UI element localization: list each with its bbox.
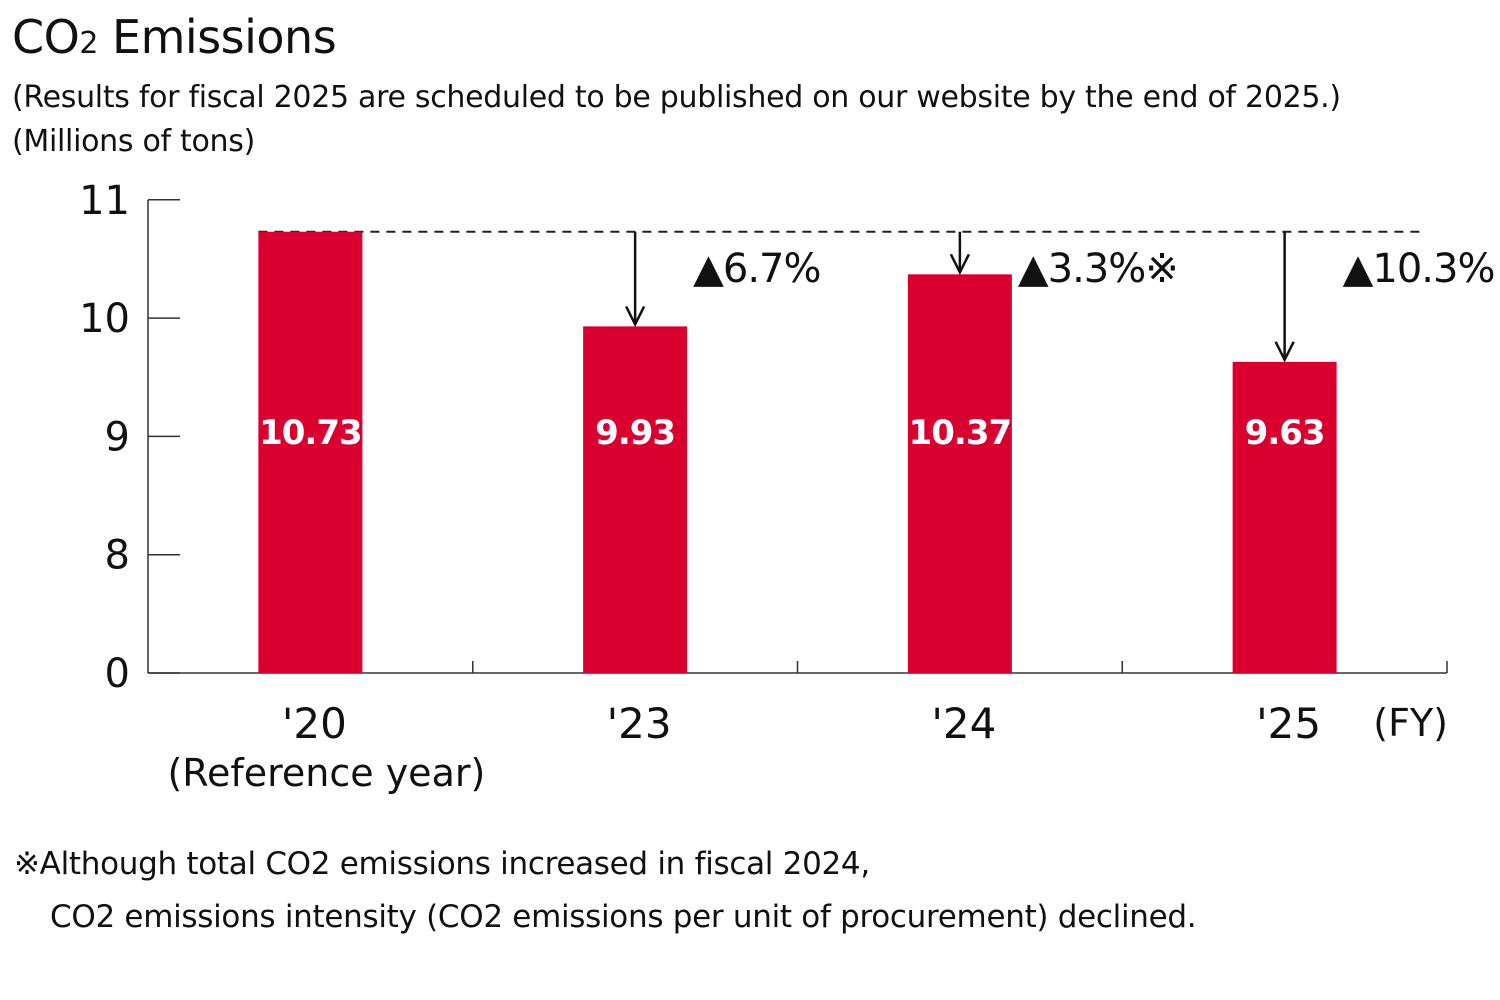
chart-subtitle: (Results for fiscal 2025 are scheduled t… <box>12 80 1341 115</box>
bar <box>907 274 1012 673</box>
footnote: ※Although total CO2 emissions increased … <box>14 838 1197 944</box>
bar <box>1232 361 1337 673</box>
y-tick-label: 9 <box>105 414 130 460</box>
bar <box>258 231 363 673</box>
bar-chart: 0 8 9 10 11 10.73 '20(Reference year) 9.93 '23 ▲6… <box>79 178 1495 795</box>
y-tick-label: 10 <box>79 296 130 342</box>
change-label: ▲10.3% <box>1343 246 1495 292</box>
bar-value-label: 10.73 <box>259 413 362 453</box>
decrease-arrow-head <box>1274 341 1295 363</box>
title-rest: Emissions <box>97 10 337 64</box>
chart-title: CO2 Emissions <box>12 10 337 64</box>
x-category-label: '24 <box>931 699 996 748</box>
change-label: ▲3.3%※ <box>1018 246 1178 292</box>
x-category-label: '20 <box>282 699 347 748</box>
decrease-arrow-head <box>625 305 646 328</box>
y-tick-label: 11 <box>79 178 130 224</box>
decrease-arrow-head <box>949 253 970 276</box>
change-label: ▲6.7% <box>693 246 820 292</box>
y-tick-label: 0 <box>105 651 130 697</box>
x-category-label: '25 <box>1256 699 1321 748</box>
unit-label: (Millions of tons) <box>12 124 255 159</box>
bar-value-label: 9.63 <box>1245 413 1325 453</box>
bar-value-label: 10.37 <box>909 413 1012 453</box>
x-category-label: '23 <box>607 699 672 748</box>
title-co: CO <box>12 10 80 64</box>
bar <box>583 326 688 673</box>
x-unit-label: (FY) <box>1373 701 1448 745</box>
bar-value-label: 9.93 <box>595 413 675 453</box>
footnote-line-2: CO2 emissions intensity (CO2 emissions p… <box>50 899 1197 935</box>
y-tick-label: 8 <box>105 533 130 579</box>
title-subscript: 2 <box>79 26 98 61</box>
x-category-sublabel: (Reference year) <box>167 751 485 795</box>
footnote-line-1: ※Although total CO2 emissions increased … <box>14 846 870 882</box>
